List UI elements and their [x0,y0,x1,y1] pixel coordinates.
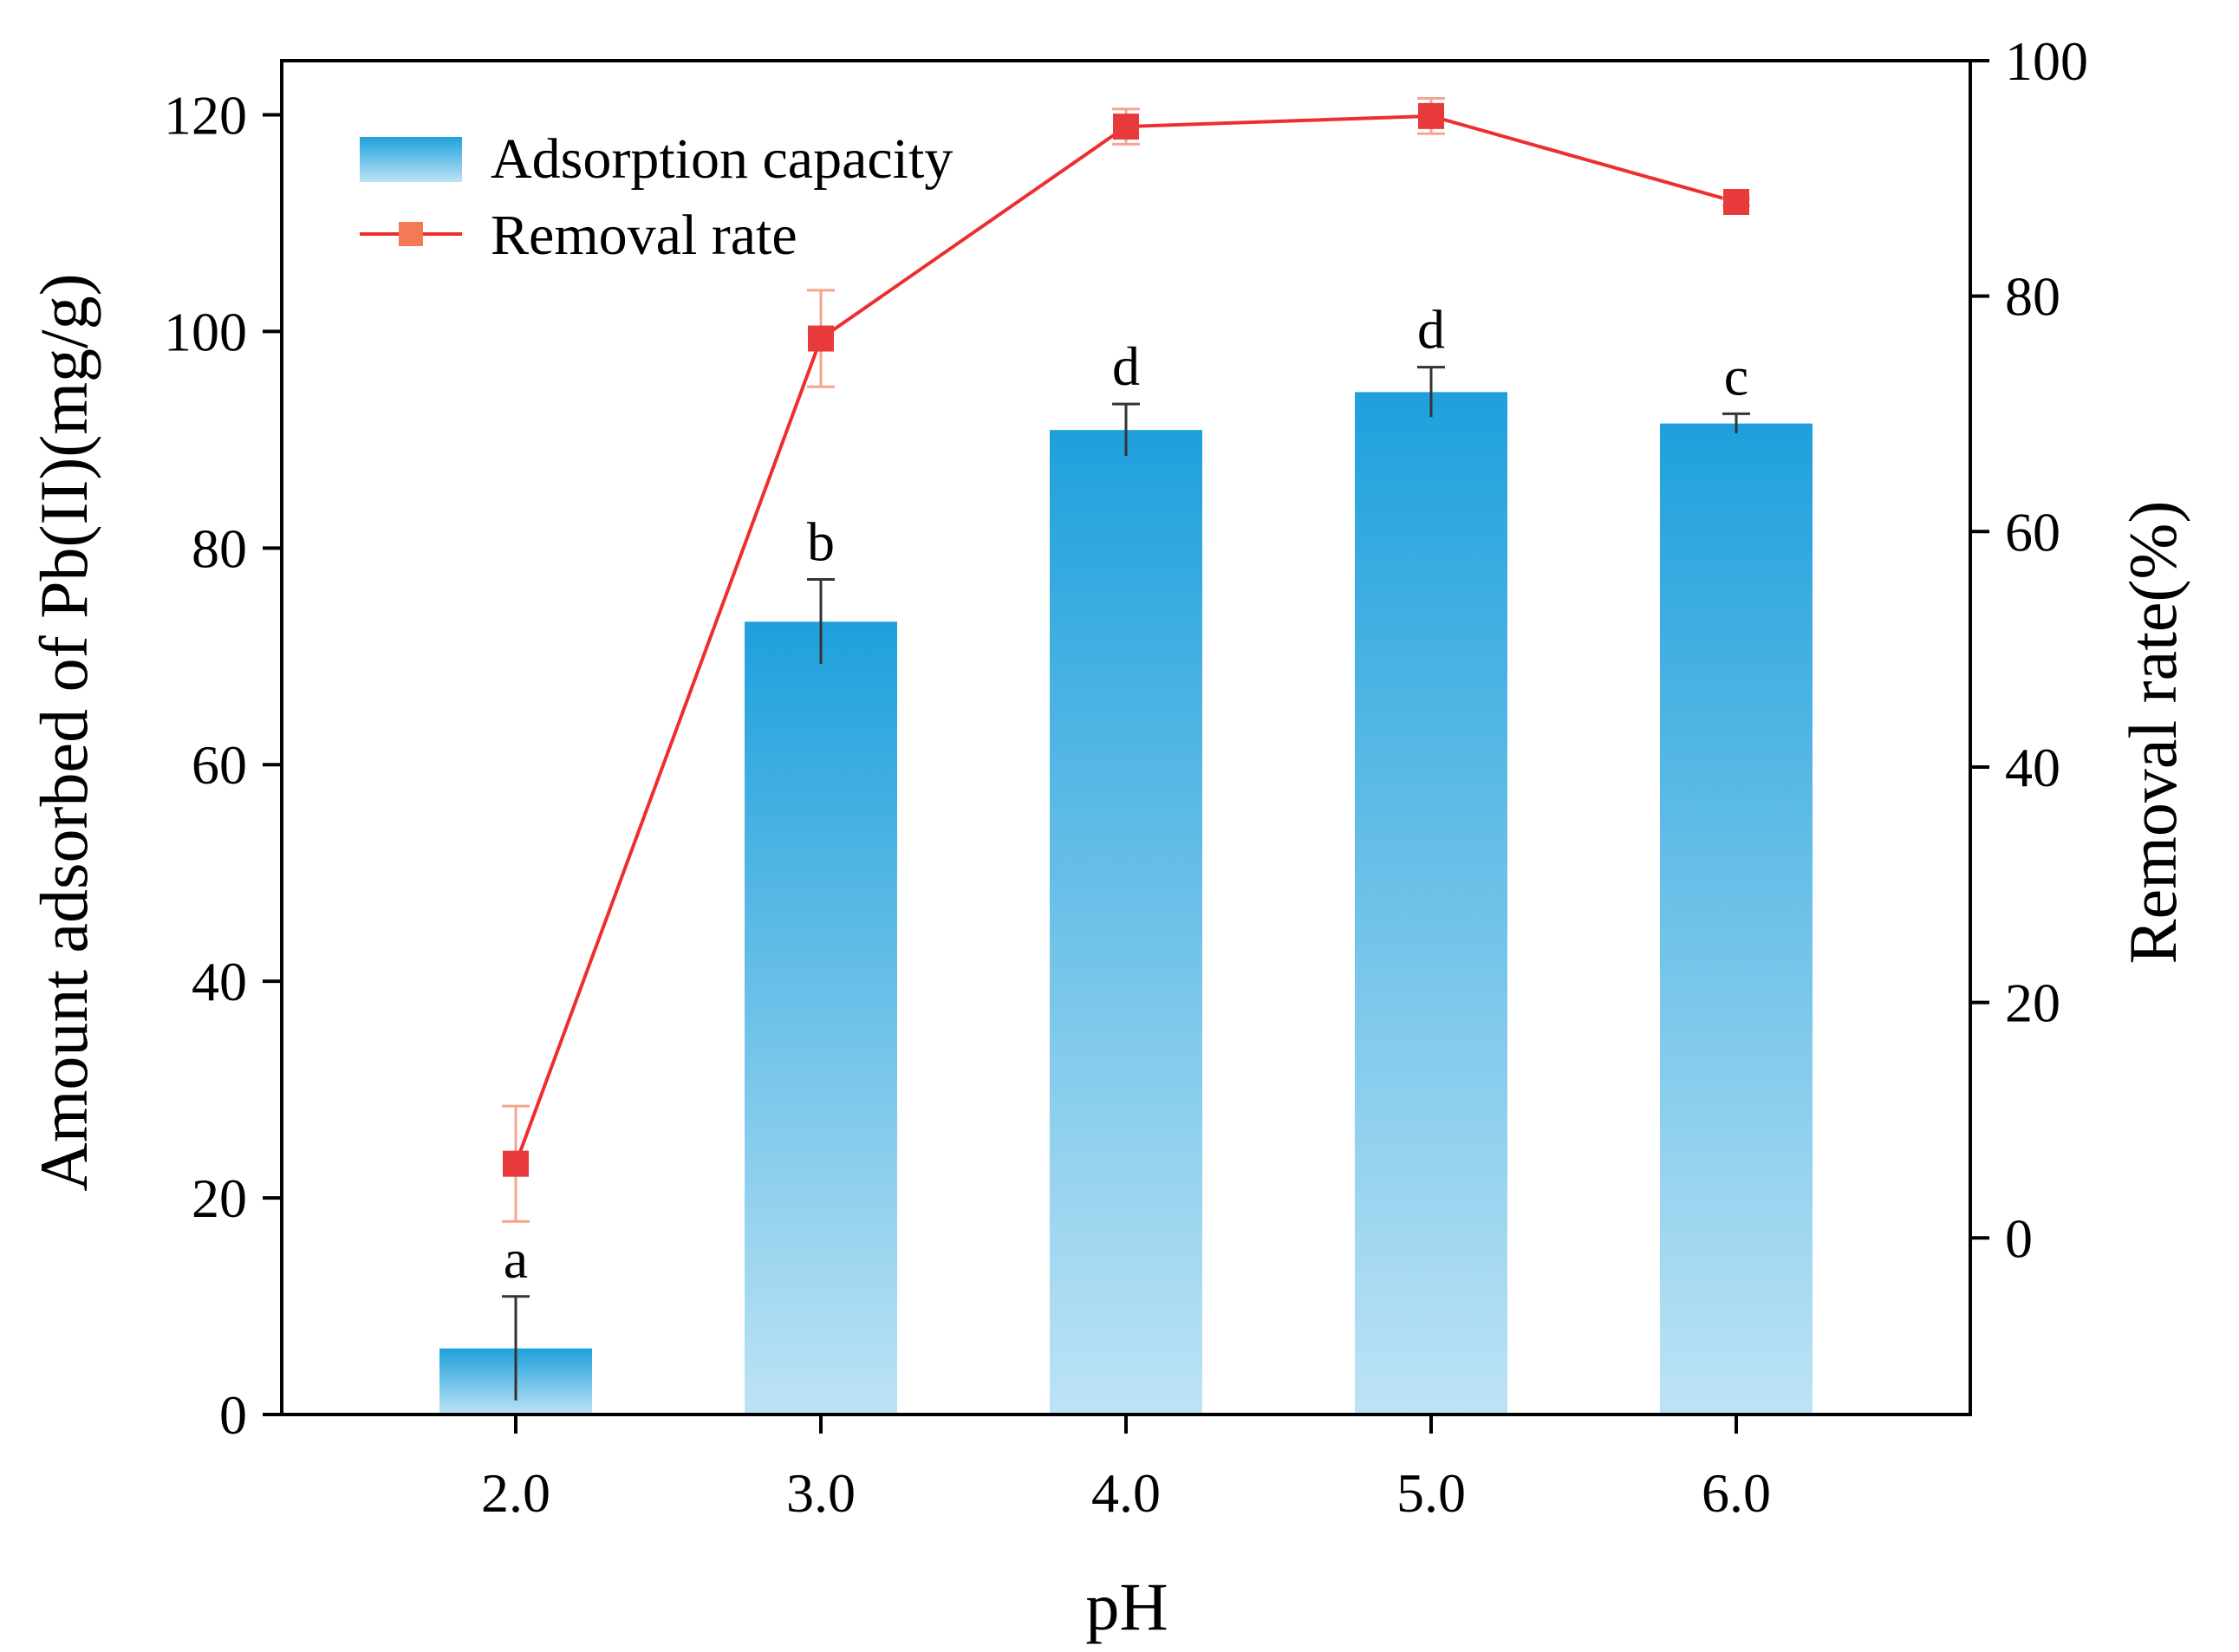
significance-label-5.0: d [1417,299,1445,361]
rate-marker-2.0 [503,1150,529,1177]
rate-marker-3.0 [808,325,834,352]
left-tick-label-0: 0 [219,1384,247,1446]
bar-6.0 [1660,423,1813,1415]
right-tick-label-20: 20 [2005,972,2060,1034]
bar-3.0 [745,621,897,1415]
rate-marker-6.0 [1723,188,1749,215]
right-y-axis: 0 20 40 60 80 100 [1970,30,2088,1269]
rate-marker-5.0 [1418,102,1444,129]
significance-label-3.0: b [807,511,835,573]
left-y-axis: 0 20 40 60 80 100 120 [164,84,282,1446]
bars-layer [439,392,1813,1415]
left-tick-label-60: 60 [192,734,247,796]
left-tick-label-100: 100 [164,301,247,362]
left-tick-label-120: 120 [164,84,247,146]
x-axis-title: pH [1085,1569,1168,1644]
right-tick-label-100: 100 [2005,30,2088,92]
significance-label-6.0: c [1724,345,1748,406]
legend-label-adsorption-capacity: Adsorption capacity [491,127,953,191]
y-axis-title-left: Amount adsorbed of Pb(II)(mg/g) [26,273,101,1191]
left-tick-label-80: 80 [192,517,247,579]
rate-marker-4.0 [1113,114,1139,140]
x-tick-label-2.0: 2.0 [481,1462,550,1524]
left-tick-label-20: 20 [192,1167,247,1229]
x-tick-label-6.0: 6.0 [1702,1462,1771,1524]
x-axis: 2.0 3.0 4.0 5.0 6.0 [481,1415,1771,1524]
bar-errors-layer [502,366,1750,1401]
legend-label-removal-rate: Removal rate [491,204,797,267]
bar-5.0 [1355,392,1507,1415]
significance-label-2.0: a [504,1228,528,1290]
right-tick-label-80: 80 [2005,266,2060,328]
x-tick-label-4.0: 4.0 [1091,1462,1161,1524]
removal-rate-layer [502,96,1750,1223]
right-tick-label-0: 0 [2005,1207,2033,1269]
right-tick-label-60: 60 [2005,501,2060,563]
significance-labels: a b d d c [504,299,1748,1290]
right-tick-label-40: 40 [2005,737,2060,798]
significance-label-4.0: d [1112,335,1140,397]
legend: Adsorption capacity Removal rate [360,127,953,267]
left-tick-label-40: 40 [192,951,247,1012]
legend-swatch-removal-rate-marker [399,222,423,246]
y-axis-title-right: Removal rate(%) [2115,501,2190,965]
legend-swatch-adsorption-capacity [360,137,462,182]
bar-4.0 [1050,430,1202,1415]
x-tick-label-3.0: 3.0 [786,1462,856,1524]
x-tick-label-5.0: 5.0 [1396,1462,1466,1524]
